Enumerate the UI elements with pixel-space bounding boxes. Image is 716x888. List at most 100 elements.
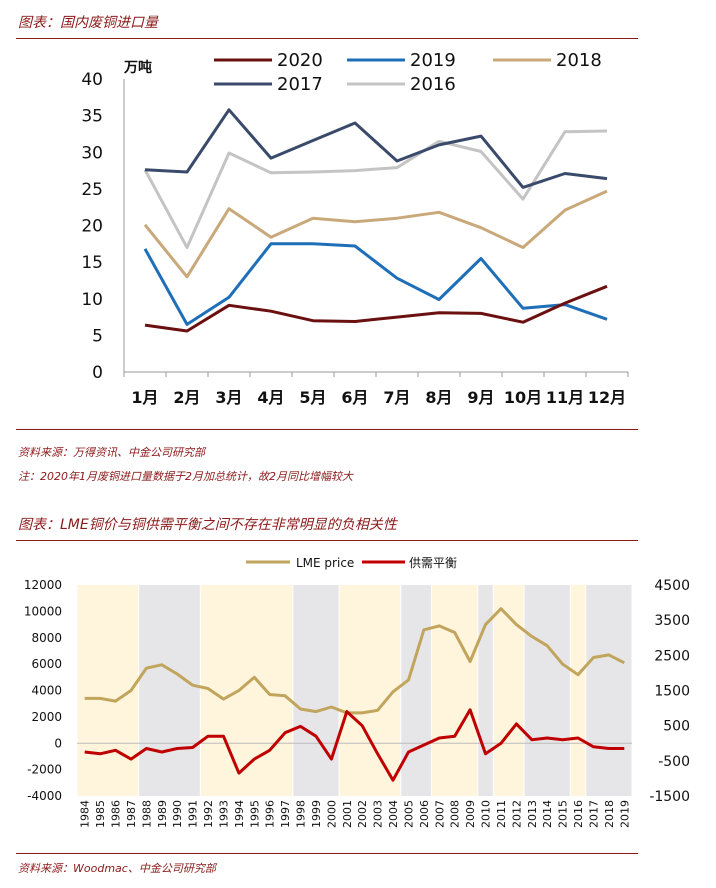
x-year-label: 1995 <box>248 800 261 828</box>
x-tick-label: 5月 <box>299 388 326 407</box>
series-line-lme-price <box>84 607 625 715</box>
x-year-label: 2009 <box>464 800 477 828</box>
x-tick-label: 9月 <box>467 388 494 407</box>
chart2-bottom-rule <box>16 853 638 854</box>
x-year-label: 2013 <box>526 800 539 828</box>
y-unit-label: 万吨 <box>123 59 152 76</box>
x-year-label: 1988 <box>140 800 153 828</box>
x-year-label: 2002 <box>356 800 369 828</box>
legend-label-2020: 2020 <box>277 50 323 71</box>
y-tick-label: 0 <box>92 363 103 383</box>
x-year-label: 2019 <box>618 800 631 828</box>
period-band-gray <box>478 585 493 796</box>
series-line-balance <box>84 708 625 782</box>
x-year-label: 1984 <box>79 800 92 828</box>
x-year-label: 1990 <box>171 800 184 828</box>
x-year-label: 2001 <box>341 800 354 828</box>
x-year-label: 2017 <box>588 800 601 828</box>
x-year-label: 2007 <box>433 800 446 828</box>
x-tick-label: 10月 <box>504 388 542 407</box>
chart2-lme-balance: -4000 -2000 0 2000 4000 6000 8000 10000 12000 -15… <box>24 556 690 828</box>
legend-label-2016: 2016 <box>410 74 456 95</box>
left-y-tick-label: 0 <box>54 736 62 750</box>
x-tick-label: 1月 <box>131 388 158 407</box>
chart1-note: 注：2020年1月废铜进口量数据于2月加总统计，故2月同比增幅较大 <box>18 470 353 483</box>
x-year-label: 2008 <box>449 800 462 828</box>
period-band-yellow <box>77 585 139 796</box>
right-y-tick-label: 4500 <box>654 578 690 594</box>
x-year-label: 1989 <box>156 800 169 828</box>
y-tick-label: 20 <box>81 217 103 237</box>
x-year-label: 2006 <box>418 800 431 828</box>
right-y-tick-label: -1500 <box>649 789 690 805</box>
x-year-label: 2015 <box>557 800 570 828</box>
x-year-label: 2014 <box>541 800 554 828</box>
chart1-source: 资料来源：万得资讯、中金公司研究部 <box>18 446 205 459</box>
x-year-label: 1987 <box>125 800 138 828</box>
y-tick-label: 5 <box>92 326 103 346</box>
right-y-tick-label: -500 <box>658 754 690 770</box>
period-band-yellow <box>570 585 586 796</box>
y-tick-label: 40 <box>81 70 103 90</box>
left-y-tick-label: -4000 <box>27 789 62 803</box>
x-tick-label: 8月 <box>425 388 452 407</box>
x-year-label: 1999 <box>310 800 323 828</box>
right-y-tick-label: 1500 <box>654 684 690 700</box>
x-year-label: 2010 <box>480 800 493 828</box>
series-line-2016 <box>143 129 608 249</box>
series-line-2018 <box>143 189 608 279</box>
x-tick-label: 7月 <box>383 388 410 407</box>
y-tick-label: 15 <box>81 253 103 273</box>
x-year-label: 2016 <box>572 800 585 828</box>
right-y-tick-label: 3500 <box>654 613 690 629</box>
y-tick-label: 10 <box>81 290 103 310</box>
x-year-label: 2003 <box>372 800 385 828</box>
x-year-label: 1985 <box>94 800 107 828</box>
chart2-top-rule <box>16 540 638 541</box>
series-line-2019 <box>143 242 608 326</box>
period-band-yellow <box>493 585 524 796</box>
x-tick-label: 2月 <box>173 388 200 407</box>
right-y-tick-label: 500 <box>663 719 690 735</box>
legend-label-2019: 2019 <box>410 50 456 71</box>
left-y-tick-label: -2000 <box>27 763 62 777</box>
x-year-label: 1998 <box>295 800 308 828</box>
y-tick-label: 25 <box>81 180 103 200</box>
legend-label-2017: 2017 <box>277 74 323 95</box>
x-tick-label: 12月 <box>588 388 626 407</box>
x-year-label: 1994 <box>233 800 246 828</box>
left-y-tick-label: 4000 <box>31 684 62 698</box>
y-tick-label: 35 <box>81 107 103 127</box>
x-tick-label: 6月 <box>341 388 368 407</box>
series-line-2017 <box>144 108 608 189</box>
chart1-top-rule <box>16 38 638 39</box>
x-year-label: 2011 <box>495 800 508 828</box>
period-band-gray <box>586 585 632 796</box>
x-year-label: 2012 <box>510 800 523 828</box>
x-year-label: 2018 <box>603 800 616 828</box>
series-line-2020 <box>144 284 608 333</box>
x-year-label: 2005 <box>403 800 416 828</box>
x-year-label: 2000 <box>325 800 338 828</box>
x-year-label: 2004 <box>387 800 400 828</box>
period-band-yellow <box>432 585 478 796</box>
x-year-label: 1996 <box>264 800 277 828</box>
y-tick-label: 30 <box>81 143 103 163</box>
chart1-import-volume: 0 5 10 15 20 25 30 35 40 1月 2月 3月 4月 5月 6月 7月 8月 9月 10月 11月… <box>81 50 629 407</box>
left-y-tick-label: 2000 <box>31 710 62 724</box>
right-y-tick-label: 2500 <box>654 648 690 664</box>
period-band-gray <box>293 585 339 796</box>
chart2-title: 图表：LME铜价与铜供需平衡之间不存在非常明显的负相关性 <box>18 517 397 533</box>
left-y-tick-label: 10000 <box>24 604 62 618</box>
left-y-tick-label: 8000 <box>31 631 62 645</box>
period-band-yellow <box>200 585 293 796</box>
period-band-yellow <box>339 585 401 796</box>
x-year-label: 1991 <box>187 800 200 828</box>
period-band-gray <box>139 585 200 796</box>
legend-label-2018: 2018 <box>556 50 602 71</box>
chart1-bottom-rule <box>16 429 638 430</box>
legend-label-lme-price: LME price <box>296 556 354 570</box>
left-y-tick-label: 12000 <box>24 578 62 592</box>
x-tick-label: 4月 <box>257 388 284 407</box>
chart1-title: 图表：国内废铜进口量 <box>18 15 158 31</box>
